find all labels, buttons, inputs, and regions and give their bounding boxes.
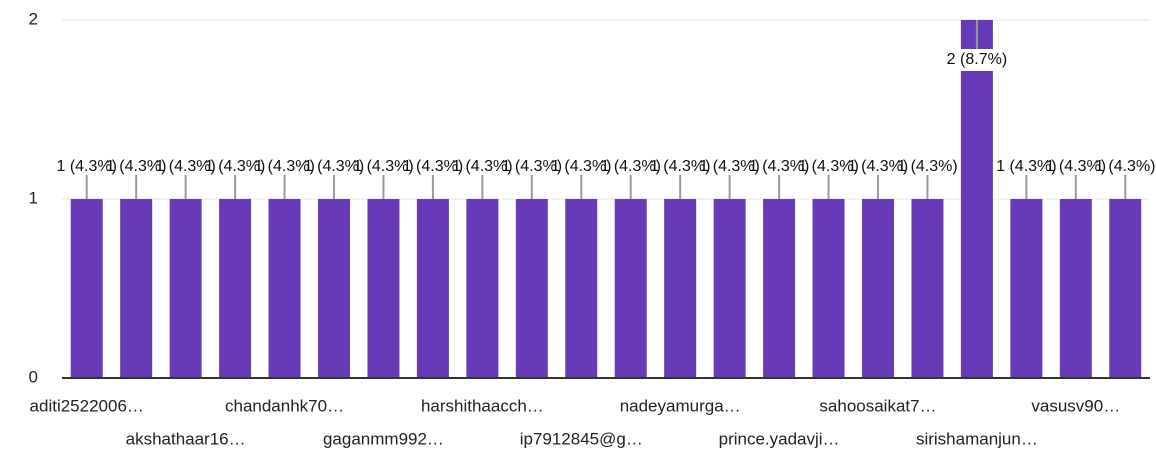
value-label: 1 (4.3%) [403, 158, 463, 175]
bar [664, 199, 697, 378]
value-label: 1 (4.3%) [155, 158, 215, 175]
x-tick-label: harshithaacch… [421, 396, 544, 415]
bar [1059, 199, 1092, 378]
value-label: 1 (4.3%) [897, 158, 957, 175]
x-tick-label: vasusv90… [1031, 396, 1120, 415]
y-tick-label: 2 [29, 9, 38, 28]
value-label: 1 (4.3%) [848, 158, 908, 175]
bar [219, 199, 252, 378]
x-tick-label: akshathaar16… [126, 429, 246, 448]
y-tick-label: 0 [29, 367, 38, 386]
bar [960, 20, 993, 378]
value-label: 1 (4.3%) [502, 158, 562, 175]
bar [120, 199, 153, 378]
x-tick-label: sirishamanjun… [916, 429, 1038, 448]
value-label: 1 (4.3%) [650, 158, 710, 175]
x-tick-label: sahoosaikat7… [819, 396, 936, 415]
value-label: 1 (4.3%) [749, 158, 809, 175]
bar [862, 199, 894, 378]
label-bg [932, 49, 1021, 71]
bar [466, 199, 499, 378]
x-tick-label: gaganmm992… [323, 429, 444, 448]
bar [416, 199, 449, 378]
value-label: 1 (4.3%) [56, 158, 116, 175]
value-label: 1 (4.3%) [304, 158, 364, 175]
value-label: 1 (4.3%) [353, 158, 413, 175]
bar [367, 199, 400, 378]
bar [713, 199, 746, 378]
value-label: 1 (4.3%) [600, 158, 660, 175]
x-tick-label: aditi2522006… [30, 396, 144, 415]
value-label: 2 (8.7%) [947, 51, 1007, 68]
value-label: 1 (4.3%) [205, 158, 265, 175]
value-label: 1 (4.3%) [452, 158, 512, 175]
x-tick-label: ip7912845@g… [520, 429, 643, 448]
bar [565, 199, 598, 378]
x-tick-label: chandanhk70… [225, 396, 344, 415]
bar [812, 199, 845, 378]
bar [268, 199, 301, 378]
bar [614, 199, 647, 378]
bar [515, 199, 548, 378]
bar [763, 199, 796, 378]
bar [1010, 199, 1043, 378]
x-tick-label: prince.yadavji… [719, 429, 840, 448]
value-label: 1 (4.3%) [551, 158, 611, 175]
value-label: 1 (4.3%) [699, 158, 759, 175]
value-label: 1 (4.3%) [996, 158, 1056, 175]
value-label: 1 (4.3%) [1046, 158, 1106, 175]
y-tick-label: 1 [29, 188, 38, 207]
bar [911, 199, 944, 378]
value-label: 1 (4.3%) [254, 158, 314, 175]
x-tick-label: nadeyamurga… [620, 396, 741, 415]
value-label: 1 (4.3%) [798, 158, 858, 175]
value-label: 1 (4.3%) [106, 158, 166, 175]
bar [318, 199, 350, 378]
value-label: 1 (4.3%) [1095, 158, 1155, 175]
bar [169, 199, 202, 378]
bar [70, 199, 103, 378]
bar [1109, 199, 1142, 378]
